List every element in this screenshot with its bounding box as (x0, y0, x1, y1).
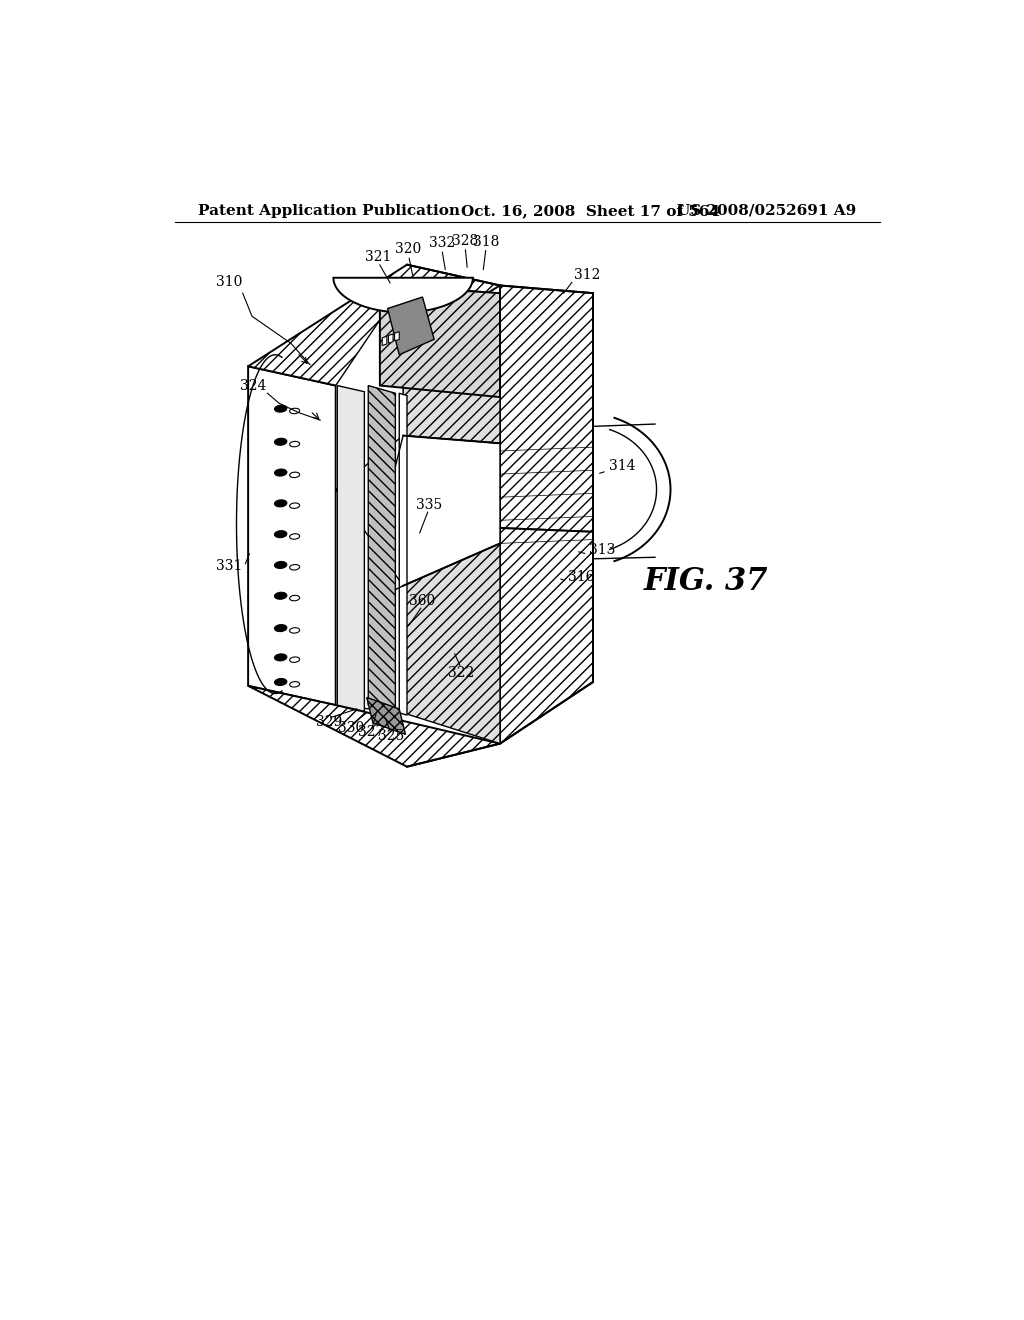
Polygon shape (394, 331, 399, 341)
Text: 316: 316 (568, 569, 595, 583)
Polygon shape (369, 385, 395, 713)
Text: 324: 324 (240, 379, 266, 392)
Text: US 2008/0252691 A9: US 2008/0252691 A9 (677, 203, 856, 218)
Polygon shape (336, 490, 403, 713)
Polygon shape (403, 436, 500, 586)
Polygon shape (367, 697, 406, 734)
Polygon shape (334, 277, 473, 313)
Polygon shape (403, 285, 500, 444)
Text: 332: 332 (429, 236, 455, 249)
Text: 360: 360 (410, 594, 435, 609)
Ellipse shape (290, 681, 300, 686)
Ellipse shape (274, 531, 287, 537)
Ellipse shape (290, 657, 300, 663)
Text: 310: 310 (216, 275, 243, 289)
Ellipse shape (290, 503, 300, 508)
Text: 330: 330 (338, 721, 365, 735)
Ellipse shape (274, 500, 287, 507)
Ellipse shape (274, 624, 287, 631)
Text: 320: 320 (395, 243, 422, 256)
Text: 327: 327 (358, 725, 385, 739)
Ellipse shape (274, 438, 287, 445)
Ellipse shape (290, 408, 300, 413)
Text: 329: 329 (316, 715, 343, 729)
Polygon shape (248, 367, 336, 705)
Ellipse shape (290, 473, 300, 478)
Ellipse shape (290, 595, 300, 601)
Polygon shape (388, 334, 393, 343)
Ellipse shape (274, 561, 287, 569)
Text: 325: 325 (379, 729, 404, 743)
Ellipse shape (290, 441, 300, 446)
Ellipse shape (290, 565, 300, 570)
Ellipse shape (274, 653, 287, 661)
Ellipse shape (274, 678, 287, 685)
Polygon shape (399, 393, 407, 715)
Text: FIG. 37: FIG. 37 (643, 566, 768, 598)
Text: 328: 328 (452, 234, 478, 248)
Text: Oct. 16, 2008  Sheet 17 of 564: Oct. 16, 2008 Sheet 17 of 564 (461, 203, 720, 218)
Text: Patent Application Publication: Patent Application Publication (198, 203, 460, 218)
Polygon shape (403, 544, 500, 743)
Text: 313: 313 (589, 543, 615, 557)
Ellipse shape (290, 628, 300, 634)
Text: 335: 335 (416, 498, 441, 512)
Text: 318: 318 (473, 235, 500, 248)
Ellipse shape (274, 469, 287, 477)
Text: 312: 312 (573, 268, 600, 282)
Polygon shape (336, 285, 403, 490)
Polygon shape (388, 297, 434, 355)
Text: 331: 331 (216, 560, 243, 573)
Polygon shape (337, 385, 365, 711)
Text: 321: 321 (366, 249, 391, 264)
Polygon shape (380, 285, 500, 397)
Polygon shape (248, 686, 500, 767)
Ellipse shape (290, 533, 300, 539)
Polygon shape (500, 528, 593, 743)
Polygon shape (248, 264, 500, 385)
Ellipse shape (274, 593, 287, 599)
Polygon shape (382, 337, 387, 346)
Polygon shape (500, 285, 593, 532)
Ellipse shape (274, 405, 287, 412)
Text: 322: 322 (449, 665, 474, 680)
Text: 314: 314 (608, 459, 635, 474)
